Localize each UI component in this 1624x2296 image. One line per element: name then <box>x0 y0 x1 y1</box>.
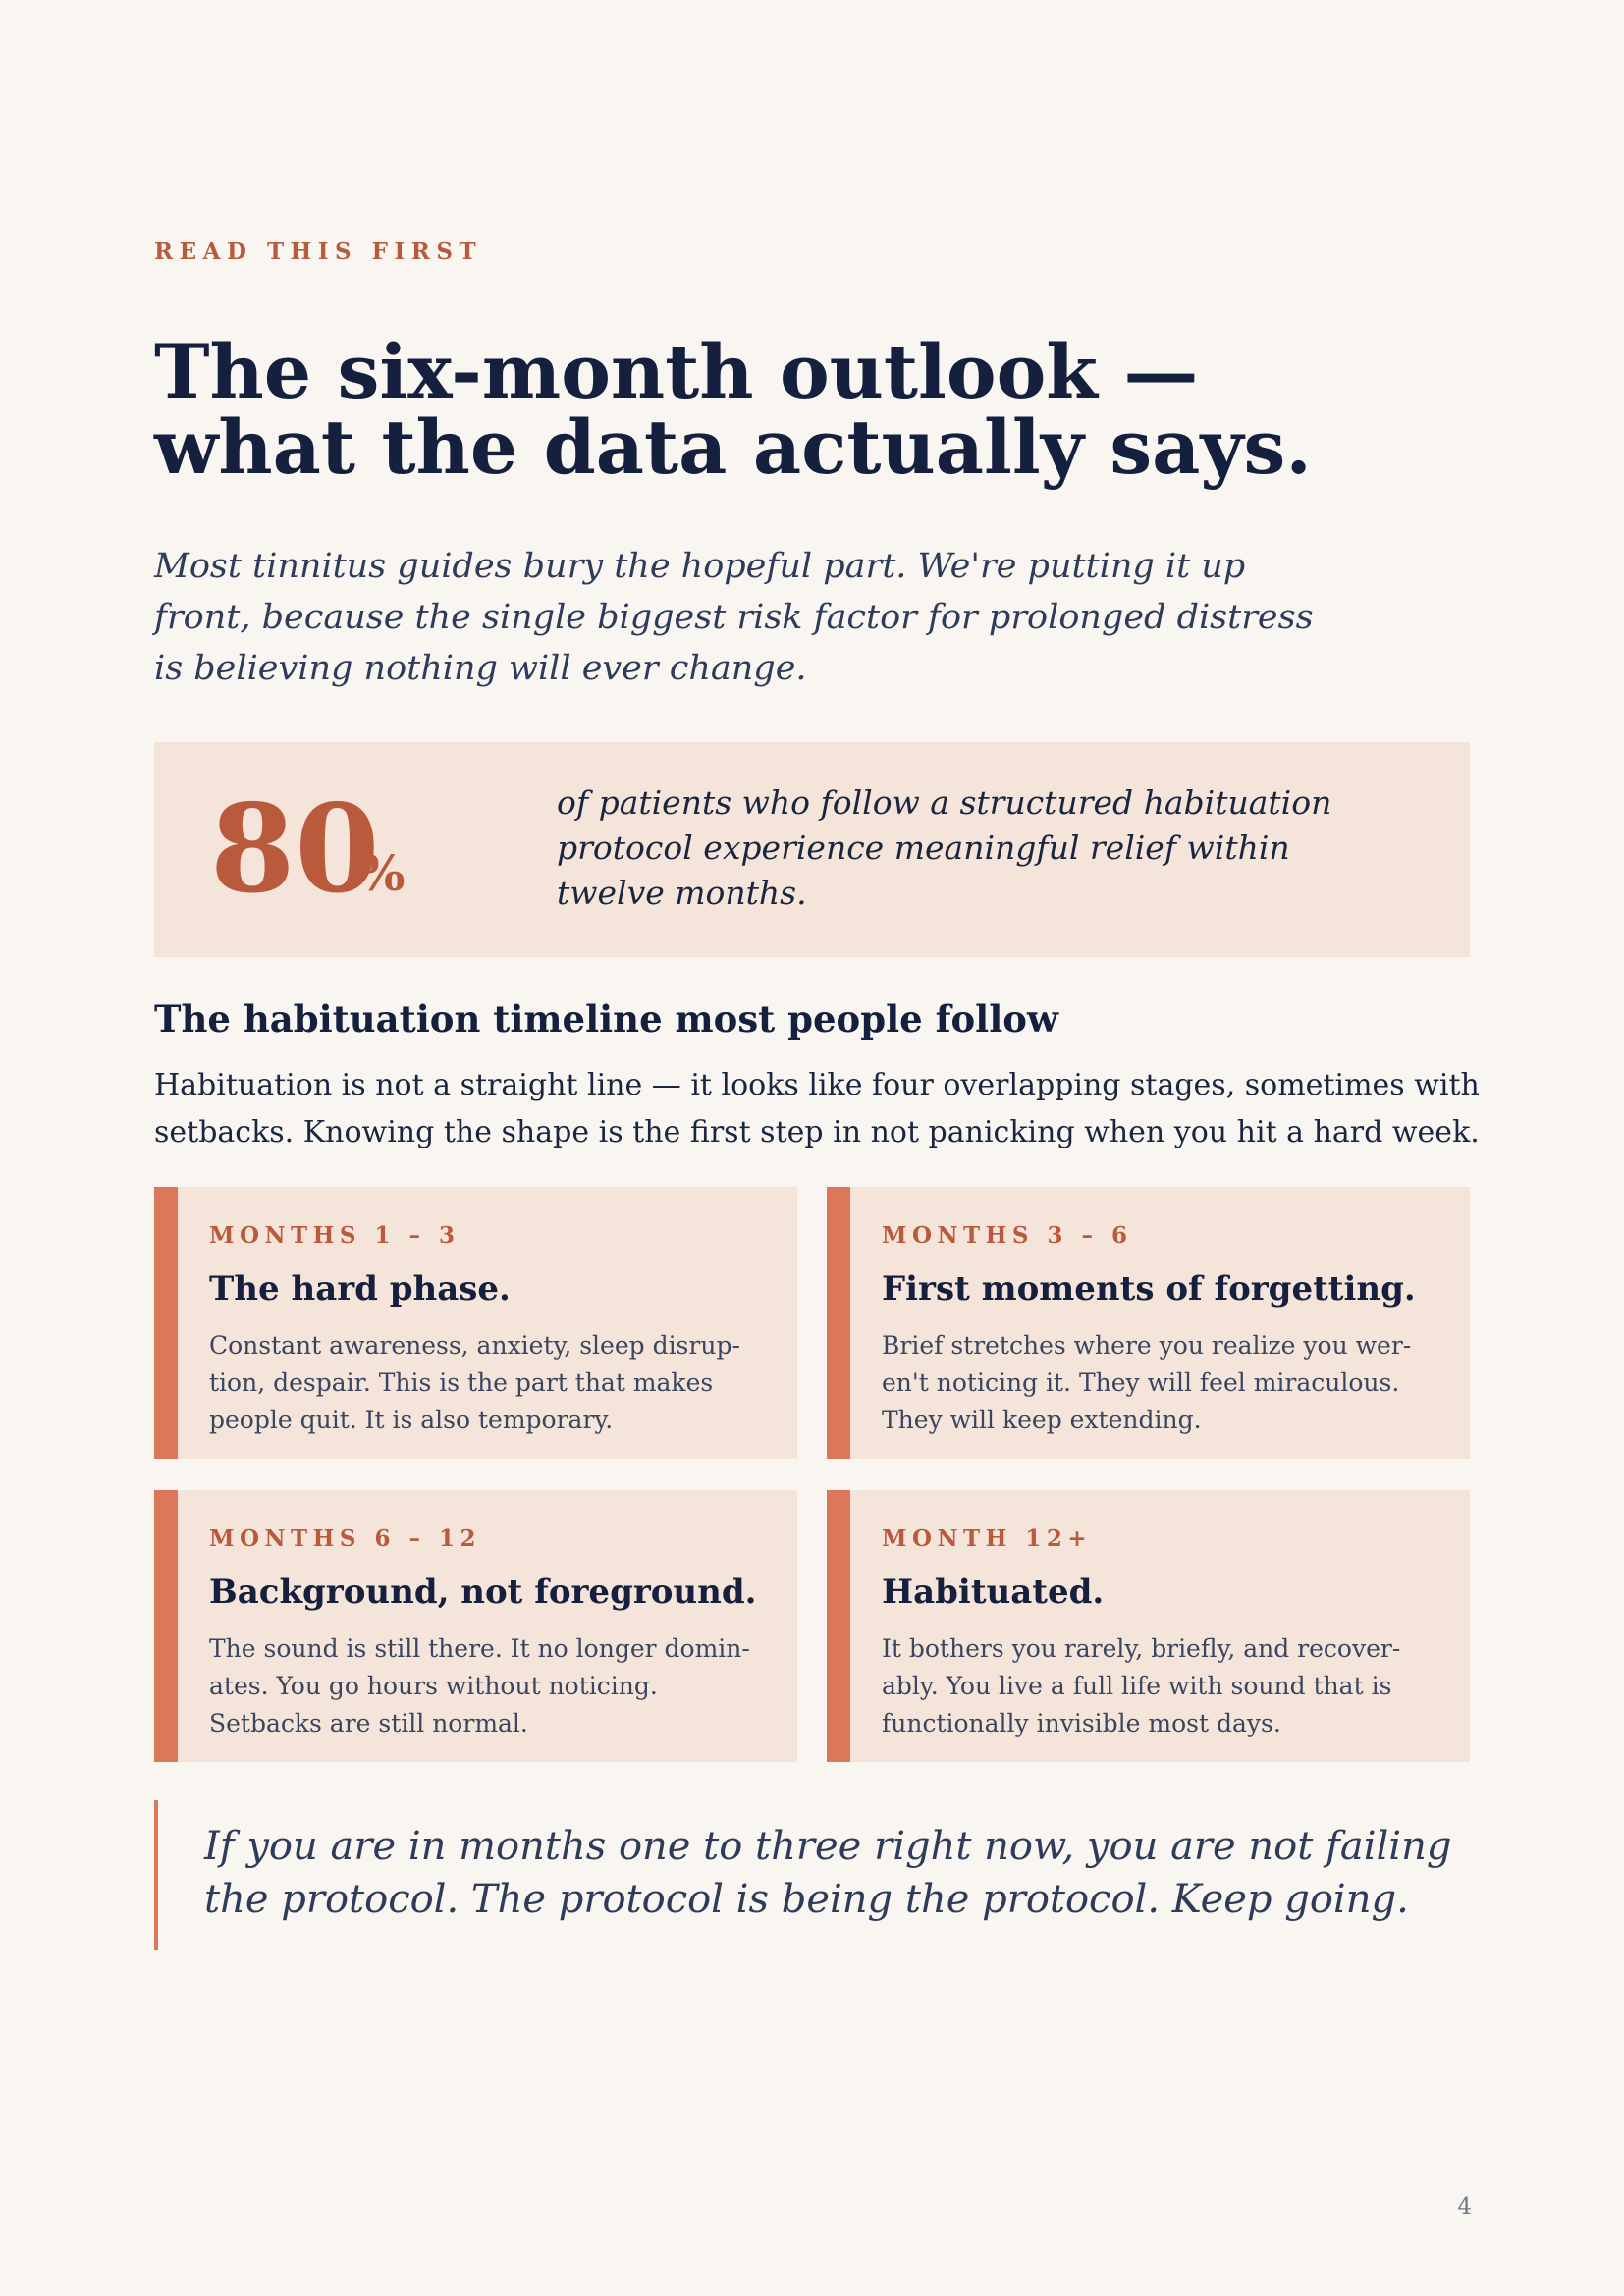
stage-body-line: tion, despair. This is the part that mak… <box>209 1368 714 1397</box>
lede-paragraph: Most tinnitus guides bury the hopeful pa… <box>154 541 1372 694</box>
stage-body: The sound is still there. It no longer d… <box>209 1630 779 1742</box>
section-body-line: Habituation is not a straight line — it … <box>154 1068 1480 1102</box>
lede-line: front, because the single biggest risk f… <box>154 598 1314 637</box>
eyebrow-label: READ THIS FIRST <box>154 239 483 265</box>
stage-accent-bar <box>827 1187 850 1459</box>
stage-label: MONTHS 3 – 6 <box>882 1222 1133 1249</box>
stage-body: Constant awareness, anxiety, sleep disru… <box>209 1327 779 1439</box>
stat-description: of patients who follow a structured habi… <box>557 780 1440 916</box>
stat-number: 80 <box>210 778 380 921</box>
section-body: Habituation is not a straight line — it … <box>154 1062 1480 1156</box>
page-title-line: what the data actually says. <box>154 403 1312 491</box>
stage-body-line: It bothers you rarely, briefly, and reco… <box>882 1634 1401 1663</box>
stage-label: MONTH 12+ <box>882 1525 1093 1552</box>
stage-label: MONTHS 6 – 12 <box>209 1525 482 1552</box>
pull-quote-line: the protocol. The protocol is being the … <box>204 1877 1409 1922</box>
lede-line: Most tinnitus guides bury the hopeful pa… <box>154 547 1246 586</box>
stage-heading: First moments of forgetting. <box>882 1269 1416 1308</box>
stage-accent-bar <box>154 1187 178 1459</box>
stage-card-month-12-plus: MONTH 12+ Habituated. It bothers you rar… <box>827 1490 1470 1762</box>
stage-body-line: people quit. It is also temporary. <box>209 1406 614 1434</box>
stage-body-line: ably. You live a full life with sound th… <box>882 1672 1392 1700</box>
lede-line: is believing nothing will ever change. <box>154 649 807 688</box>
pull-quote-line: If you are in months one to three right … <box>204 1824 1452 1869</box>
stage-accent-bar <box>827 1490 850 1762</box>
stage-body-line: They will keep extending. <box>882 1406 1202 1434</box>
stat-description-line: protocol experience meaningful relief wi… <box>557 828 1290 867</box>
stage-card-months-3-6: MONTHS 3 – 6 First moments of forgetting… <box>827 1187 1470 1459</box>
pull-quote: If you are in months one to three right … <box>154 1800 1474 1950</box>
stat-description-line: twelve months. <box>557 874 807 912</box>
stage-card-months-6-12: MONTHS 6 – 12 Background, not foreground… <box>154 1490 797 1762</box>
stage-body-line: Constant awareness, anxiety, sleep disru… <box>209 1331 740 1360</box>
page-number: 4 <box>1457 2194 1472 2219</box>
stage-body-line: Setbacks are still normal. <box>209 1709 528 1737</box>
stage-body: It bothers you rarely, briefly, and reco… <box>882 1630 1451 1742</box>
stage-body-line: functionally invisible most days. <box>882 1709 1281 1737</box>
section-heading: The habituation timeline most people fol… <box>154 997 1058 1041</box>
page-title-line: The six-month outlook — <box>154 328 1199 415</box>
stage-body-line: en't noticing it. They will feel miracul… <box>882 1368 1400 1397</box>
stage-body-line: The sound is still there. It no longer d… <box>209 1634 750 1663</box>
stat-description-line: of patients who follow a structured habi… <box>557 783 1332 822</box>
stat-callout: 80 % of patients who follow a structured… <box>154 742 1470 957</box>
pull-quote-text: If you are in months one to three right … <box>204 1820 1451 1926</box>
page-title: The six-month outlook — what the data ac… <box>154 334 1470 485</box>
stage-body-line: ates. You go hours without noticing. <box>209 1672 658 1700</box>
section-body-line: setbacks. Knowing the shape is the first… <box>154 1115 1480 1149</box>
stat-unit: % <box>358 844 406 902</box>
stage-card-months-1-3: MONTHS 1 – 3 The hard phase. Constant aw… <box>154 1187 797 1459</box>
stage-body-line: Brief stretches where you realize you we… <box>882 1331 1412 1360</box>
stage-body: Brief stretches where you realize you we… <box>882 1327 1451 1439</box>
stage-accent-bar <box>154 1490 178 1762</box>
stage-label: MONTHS 1 – 3 <box>209 1222 460 1249</box>
stage-heading: The hard phase. <box>209 1269 511 1308</box>
stage-heading: Background, not foreground. <box>209 1573 757 1612</box>
stage-heading: Habituated. <box>882 1573 1105 1612</box>
